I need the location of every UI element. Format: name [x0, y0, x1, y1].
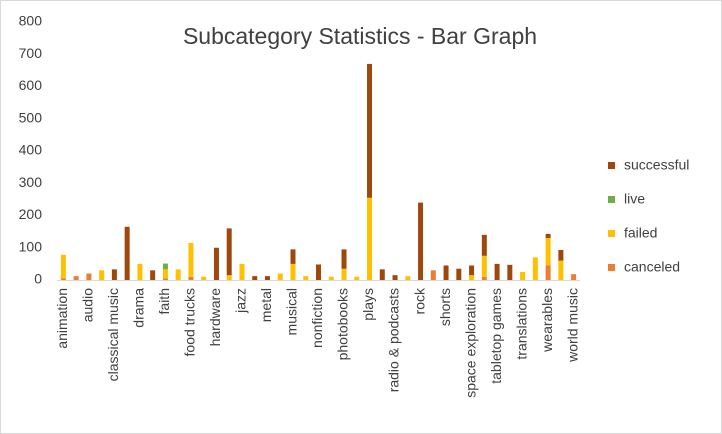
legend-swatch — [608, 264, 615, 271]
bar-segment — [124, 226, 130, 280]
bar-segment — [60, 278, 66, 280]
y-tick-label: 500 — [19, 109, 43, 125]
bar-segment — [290, 249, 296, 264]
bar-segment — [469, 275, 475, 280]
bar-segment — [213, 247, 219, 280]
bar-segment — [367, 197, 373, 280]
bar-segment — [201, 276, 207, 280]
bar-segment — [405, 276, 411, 280]
x-tick-label: food trucks — [182, 288, 198, 356]
bar-segment — [316, 264, 321, 280]
bar-segment — [303, 276, 309, 280]
y-tick-label: 100 — [19, 238, 43, 254]
bar-segment — [571, 274, 577, 280]
bar-segment — [481, 255, 487, 277]
bar-segment — [226, 228, 232, 276]
bar-segment — [252, 276, 258, 280]
legend-swatch — [608, 230, 615, 237]
y-tick-label: 700 — [19, 45, 43, 61]
x-tick-label: nonfiction — [309, 288, 325, 348]
bar-segment — [162, 263, 168, 270]
bar-segment — [60, 254, 66, 279]
legend-label: canceled — [624, 259, 680, 275]
bar-segment — [418, 202, 424, 280]
bar-segment — [494, 263, 500, 280]
bar-segment — [507, 264, 513, 280]
x-tick-label: jazz — [233, 288, 249, 314]
bar-segment — [341, 268, 347, 280]
x-tick-label: hardware — [207, 288, 223, 347]
x-tick-label: audio — [80, 288, 96, 322]
bar-segment — [481, 276, 487, 280]
x-tick-label: faith — [156, 288, 172, 314]
x-tick-label: shorts — [437, 288, 453, 326]
bar-segment — [379, 269, 385, 280]
bar-segment — [188, 276, 194, 280]
x-tick-label: space exploration — [462, 288, 478, 398]
bar-segment — [341, 249, 347, 269]
x-tick-label: musical — [284, 288, 300, 335]
bar-segment — [162, 278, 168, 280]
x-tick-label: world music — [564, 288, 580, 363]
bar-segment — [162, 269, 168, 279]
y-tick-label: 800 — [19, 13, 43, 29]
x-tick-label: translations — [513, 288, 529, 360]
y-tick-label: 0 — [34, 271, 42, 287]
bar-segment — [239, 263, 245, 280]
legend-swatch — [608, 196, 615, 203]
bar-segment — [367, 63, 373, 198]
bar-segment — [99, 270, 105, 280]
chart-title: Subcategory Statistics - Bar Graph — [183, 23, 537, 49]
bar-segment — [481, 234, 487, 256]
x-tick-label: rock — [411, 287, 427, 314]
bar-segment — [226, 275, 232, 280]
legend-label: successful — [624, 157, 689, 173]
x-tick-label: tabletop games — [488, 288, 504, 384]
bar-segment — [443, 265, 449, 280]
bar-segment — [430, 270, 436, 280]
x-tick-label: animation — [54, 288, 70, 349]
bar-segment — [188, 242, 194, 277]
bar-segment — [354, 276, 360, 280]
y-tick-label: 600 — [19, 77, 43, 93]
bar-segment — [558, 250, 564, 261]
bar-segment — [328, 276, 334, 280]
legend-swatch — [608, 162, 615, 169]
bar-segment — [469, 265, 475, 276]
x-tick-label: drama — [131, 288, 147, 328]
bar-segment — [545, 265, 551, 280]
bar-segment — [545, 233, 551, 239]
bar-segment — [392, 275, 398, 280]
bar-segment — [264, 276, 270, 280]
x-tick-label: photobooks — [335, 288, 351, 360]
bar-segment — [532, 257, 538, 280]
bar-segment — [277, 273, 283, 280]
y-tick-label: 200 — [19, 206, 43, 222]
bar-segment — [456, 268, 462, 280]
bar-segment — [545, 238, 551, 266]
bar-segment — [73, 276, 79, 280]
bar-segment — [558, 260, 564, 280]
x-tick-label: radio & podcasts — [386, 288, 402, 392]
x-tick-label: plays — [360, 288, 376, 321]
y-tick-label: 300 — [19, 174, 43, 190]
legend-label: failed — [624, 225, 657, 241]
bar-segment — [520, 271, 526, 280]
x-tick-label: wearables — [539, 288, 555, 353]
bar-segment — [111, 269, 117, 280]
x-tick-label: classical music — [105, 288, 121, 381]
bar-segment — [290, 263, 296, 280]
bar-segment — [175, 269, 181, 280]
x-tick-label: metal — [258, 288, 274, 322]
legend-label: live — [624, 191, 645, 207]
bar-segment — [150, 270, 156, 280]
y-tick-label: 400 — [19, 142, 43, 158]
bar-segment — [137, 263, 143, 280]
bar-segment — [86, 273, 92, 280]
